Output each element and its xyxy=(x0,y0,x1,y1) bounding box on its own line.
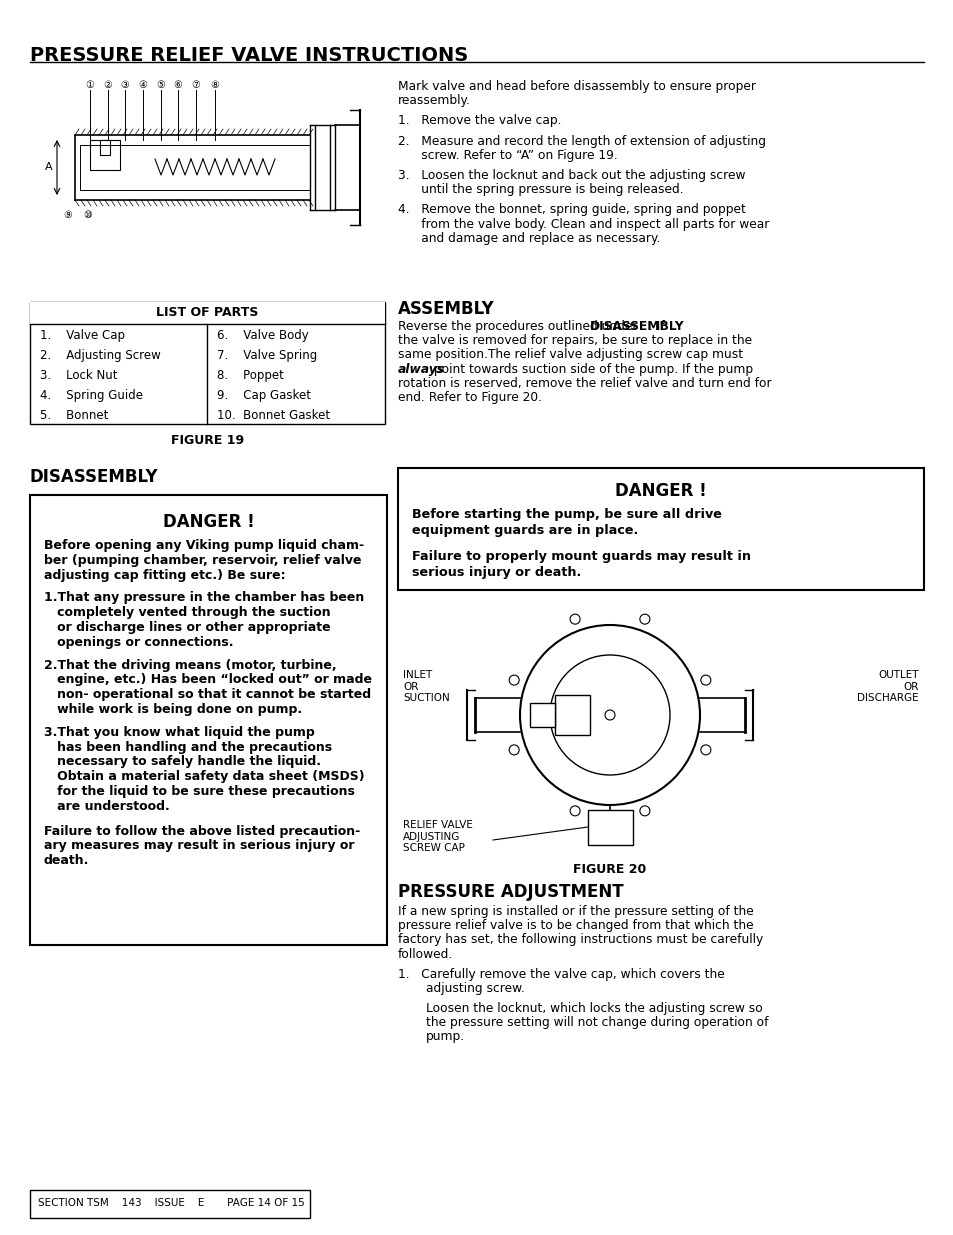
Bar xyxy=(530,703,555,727)
Text: INLET
OR
SUCTION: INLET OR SUCTION xyxy=(402,671,449,703)
Text: DANGER !: DANGER ! xyxy=(162,513,254,531)
Text: pump.: pump. xyxy=(426,1030,465,1044)
Bar xyxy=(397,468,923,590)
Text: 7.    Valve Spring: 7. Valve Spring xyxy=(216,350,317,362)
Text: openings or connections.: openings or connections. xyxy=(44,636,233,648)
Bar xyxy=(30,303,385,324)
Text: always: always xyxy=(397,363,444,375)
Text: end. Refer to Figure 20.: end. Refer to Figure 20. xyxy=(397,391,541,404)
Text: equipment guards are in place.: equipment guards are in place. xyxy=(412,524,638,537)
Text: point towards suction side of the pump. If the pump: point towards suction side of the pump. … xyxy=(430,363,753,375)
Text: 8.    Poppet: 8. Poppet xyxy=(216,369,284,382)
Text: 1.   Remove the valve cap.: 1. Remove the valve cap. xyxy=(397,115,561,127)
Text: engine, etc.) Has been “locked out” or made: engine, etc.) Has been “locked out” or m… xyxy=(44,673,372,687)
Text: SECTION TSM    143    ISSUE    E       PAGE 14 OF 15: SECTION TSM 143 ISSUE E PAGE 14 OF 15 xyxy=(38,1198,304,1208)
Bar xyxy=(555,695,589,735)
Text: pressure relief valve is to be changed from that which the: pressure relief valve is to be changed f… xyxy=(397,919,753,932)
Text: Loosen the locknut, which locks the adjusting screw so: Loosen the locknut, which locks the adju… xyxy=(426,1002,762,1015)
Text: from the valve body. Clean and inspect all parts for wear: from the valve body. Clean and inspect a… xyxy=(397,217,768,231)
Text: If a new spring is installed or if the pressure setting of the: If a new spring is installed or if the p… xyxy=(397,905,753,918)
Text: 4.   Remove the bonnet, spring guide, spring and poppet: 4. Remove the bonnet, spring guide, spri… xyxy=(397,204,745,216)
Text: ⑩: ⑩ xyxy=(84,210,92,220)
Text: ⑨: ⑨ xyxy=(64,210,72,220)
Text: FIGURE 20: FIGURE 20 xyxy=(573,863,646,876)
Text: ⑧: ⑧ xyxy=(211,80,219,90)
Text: has been handling and the precautions: has been handling and the precautions xyxy=(44,741,332,753)
Text: LIST OF PARTS: LIST OF PARTS xyxy=(156,306,258,319)
Bar xyxy=(90,140,120,170)
Text: non- operational so that it cannot be started: non- operational so that it cannot be st… xyxy=(44,688,371,701)
Text: same position.The relief valve adjusting screw cap must: same position.The relief valve adjusting… xyxy=(397,348,742,362)
Text: Reverse the procedures outlined under: Reverse the procedures outlined under xyxy=(397,320,640,333)
Text: adjusting cap fitting etc.) Be sure:: adjusting cap fitting etc.) Be sure: xyxy=(44,568,285,582)
Text: until the spring pressure is being released.: until the spring pressure is being relea… xyxy=(397,183,683,196)
Text: 1.   Carefully remove the valve cap, which covers the: 1. Carefully remove the valve cap, which… xyxy=(397,968,724,981)
Text: serious injury or death.: serious injury or death. xyxy=(412,566,580,579)
Text: 2.That the driving means (motor, turbine,: 2.That the driving means (motor, turbine… xyxy=(44,658,336,672)
Text: reassembly.: reassembly. xyxy=(397,94,471,107)
Text: 1.That any pressure in the chamber has been: 1.That any pressure in the chamber has b… xyxy=(44,592,364,604)
Text: 2.   Measure and record the length of extension of adjusting: 2. Measure and record the length of exte… xyxy=(397,135,765,148)
Text: 3.    Lock Nut: 3. Lock Nut xyxy=(40,369,117,382)
Text: DISASSEMBLY: DISASSEMBLY xyxy=(30,468,158,487)
Text: Before opening any Viking pump liquid cham-: Before opening any Viking pump liquid ch… xyxy=(44,538,364,552)
Bar xyxy=(30,303,385,424)
Text: 1.    Valve Cap: 1. Valve Cap xyxy=(40,329,125,342)
Bar xyxy=(30,495,387,945)
Text: necessary to safely handle the liquid.: necessary to safely handle the liquid. xyxy=(44,756,320,768)
Text: 6.    Valve Body: 6. Valve Body xyxy=(216,329,309,342)
Bar xyxy=(587,810,633,845)
Text: ④: ④ xyxy=(138,80,147,90)
Text: ary measures may result in serious injury or: ary measures may result in serious injur… xyxy=(44,840,355,852)
Text: factory has set, the following instructions must be carefully: factory has set, the following instructi… xyxy=(397,934,762,946)
Text: Before starting the pump, be sure all drive: Before starting the pump, be sure all dr… xyxy=(412,508,721,521)
Text: the valve is removed for repairs, be sure to replace in the: the valve is removed for repairs, be sur… xyxy=(397,335,751,347)
Text: FIGURE 19: FIGURE 19 xyxy=(171,433,244,447)
Text: Obtain a material safety data sheet (MSDS): Obtain a material safety data sheet (MSD… xyxy=(44,771,364,783)
Text: while work is being done on pump.: while work is being done on pump. xyxy=(44,703,302,716)
Text: completely vented through the suction: completely vented through the suction xyxy=(44,606,331,619)
Text: DANGER !: DANGER ! xyxy=(615,482,706,500)
Text: OUTLET
OR
DISCHARGE: OUTLET OR DISCHARGE xyxy=(857,671,918,703)
Text: and damage and replace as necessary.: and damage and replace as necessary. xyxy=(397,232,659,245)
Text: PRESSURE ADJUSTMENT: PRESSURE ADJUSTMENT xyxy=(397,883,623,902)
Text: A: A xyxy=(45,162,52,172)
Text: 9.    Cap Gasket: 9. Cap Gasket xyxy=(216,389,311,403)
Text: 4.    Spring Guide: 4. Spring Guide xyxy=(40,389,143,403)
Text: ⑦: ⑦ xyxy=(192,80,200,90)
Text: rotation is reserved, remove the relief valve and turn end for: rotation is reserved, remove the relief … xyxy=(397,377,771,390)
Text: followed.: followed. xyxy=(397,947,453,961)
Text: the pressure setting will not change during operation of: the pressure setting will not change dur… xyxy=(426,1016,768,1029)
Text: ③: ③ xyxy=(120,80,130,90)
Text: 10.  Bonnet Gasket: 10. Bonnet Gasket xyxy=(216,409,330,422)
Text: for the liquid to be sure these precautions: for the liquid to be sure these precauti… xyxy=(44,785,355,798)
Text: DISASSEMBLY: DISASSEMBLY xyxy=(589,320,684,333)
Text: 5.    Bonnet: 5. Bonnet xyxy=(40,409,109,422)
Text: ①: ① xyxy=(86,80,94,90)
Bar xyxy=(100,140,110,156)
Text: Failure to follow the above listed precaution-: Failure to follow the above listed preca… xyxy=(44,825,360,837)
Text: Mark valve and head before disassembly to ensure proper: Mark valve and head before disassembly t… xyxy=(397,80,755,93)
Text: ⑥: ⑥ xyxy=(173,80,182,90)
Text: . If: . If xyxy=(648,320,664,333)
Text: death.: death. xyxy=(44,855,90,867)
Text: ber (pumping chamber, reservoir, relief valve: ber (pumping chamber, reservoir, relief … xyxy=(44,553,361,567)
Text: ②: ② xyxy=(104,80,112,90)
Text: 2.    Adjusting Screw: 2. Adjusting Screw xyxy=(40,350,161,362)
Text: are understood.: are understood. xyxy=(44,800,170,813)
Text: screw. Refer to “A” on Figure 19.: screw. Refer to “A” on Figure 19. xyxy=(397,148,618,162)
Text: 3.That you know what liquid the pump: 3.That you know what liquid the pump xyxy=(44,726,314,739)
Text: ⑤: ⑤ xyxy=(156,80,165,90)
Text: or discharge lines or other appropriate: or discharge lines or other appropriate xyxy=(44,621,331,634)
Text: Failure to properly mount guards may result in: Failure to properly mount guards may res… xyxy=(412,550,750,563)
Text: PRESSURE RELIEF VALVE INSTRUCTIONS: PRESSURE RELIEF VALVE INSTRUCTIONS xyxy=(30,46,468,65)
Text: ASSEMBLY: ASSEMBLY xyxy=(397,300,495,317)
Text: adjusting screw.: adjusting screw. xyxy=(426,982,524,995)
Text: RELIEF VALVE
ADJUSTING
SCREW CAP: RELIEF VALVE ADJUSTING SCREW CAP xyxy=(402,820,473,853)
Bar xyxy=(30,1191,310,1218)
Text: 3.   Loosen the locknut and back out the adjusting screw: 3. Loosen the locknut and back out the a… xyxy=(397,169,744,182)
